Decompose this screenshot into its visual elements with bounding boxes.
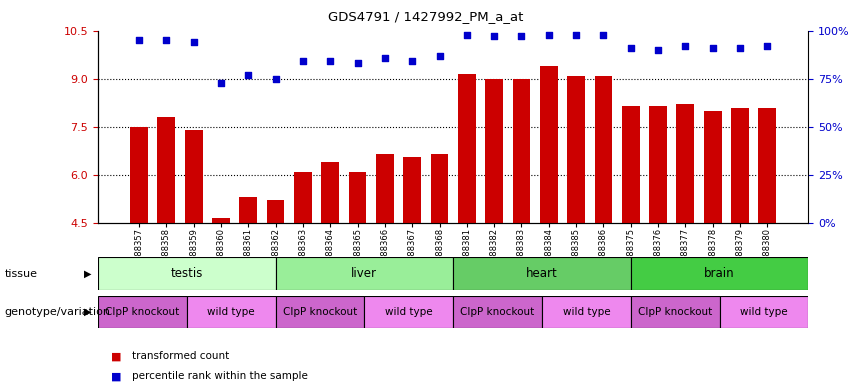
Text: ■: ■ bbox=[111, 351, 121, 361]
Point bbox=[214, 79, 228, 86]
Point bbox=[132, 37, 146, 43]
Bar bbox=[376, 154, 394, 223]
Bar bbox=[758, 108, 776, 223]
Point bbox=[187, 39, 201, 45]
Point bbox=[761, 43, 774, 49]
Point bbox=[432, 53, 446, 59]
Text: wild type: wild type bbox=[208, 307, 255, 317]
Text: ▶: ▶ bbox=[84, 268, 92, 279]
Bar bbox=[276, 296, 364, 328]
Bar bbox=[540, 66, 557, 223]
Text: wild type: wild type bbox=[563, 307, 610, 317]
Point bbox=[351, 60, 364, 66]
Point bbox=[269, 76, 283, 82]
Point bbox=[159, 37, 173, 43]
Point bbox=[378, 55, 391, 61]
Point bbox=[460, 31, 474, 38]
Bar bbox=[403, 157, 421, 223]
Text: ClpP knockout: ClpP knockout bbox=[106, 307, 180, 317]
Bar bbox=[186, 296, 276, 328]
Bar bbox=[512, 79, 530, 223]
Point bbox=[678, 43, 692, 49]
Bar bbox=[266, 200, 284, 223]
Bar bbox=[631, 257, 808, 290]
Point bbox=[405, 58, 419, 65]
Point bbox=[705, 45, 719, 51]
Text: transformed count: transformed count bbox=[132, 351, 229, 361]
Point bbox=[597, 31, 610, 38]
Point bbox=[296, 58, 310, 65]
Text: percentile rank within the sample: percentile rank within the sample bbox=[132, 371, 308, 381]
Bar bbox=[294, 172, 311, 223]
Bar bbox=[364, 296, 453, 328]
Text: ClpP knockout: ClpP knockout bbox=[283, 307, 357, 317]
Bar bbox=[453, 296, 542, 328]
Text: heart: heart bbox=[526, 267, 558, 280]
Point bbox=[242, 72, 255, 78]
Bar bbox=[349, 172, 367, 223]
Text: liver: liver bbox=[351, 267, 377, 280]
Bar bbox=[485, 79, 503, 223]
Bar bbox=[631, 296, 720, 328]
Bar bbox=[322, 162, 339, 223]
Text: GDS4791 / 1427992_PM_a_at: GDS4791 / 1427992_PM_a_at bbox=[328, 10, 523, 23]
Bar bbox=[595, 76, 612, 223]
Text: ClpP knockout: ClpP knockout bbox=[460, 307, 534, 317]
Text: ▶: ▶ bbox=[84, 307, 92, 317]
Point bbox=[323, 58, 337, 65]
Point bbox=[651, 47, 665, 53]
Text: genotype/variation: genotype/variation bbox=[4, 307, 111, 317]
Bar bbox=[453, 257, 631, 290]
Point bbox=[734, 45, 747, 51]
Text: ClpP knockout: ClpP knockout bbox=[638, 307, 712, 317]
Point bbox=[488, 33, 501, 40]
Bar bbox=[622, 106, 640, 223]
Bar bbox=[720, 296, 808, 328]
Bar bbox=[130, 127, 148, 223]
Text: brain: brain bbox=[705, 267, 735, 280]
Bar bbox=[276, 257, 453, 290]
Point bbox=[542, 31, 556, 38]
Bar bbox=[98, 257, 276, 290]
Point bbox=[515, 33, 528, 40]
Text: wild type: wild type bbox=[385, 307, 432, 317]
Bar bbox=[704, 111, 722, 223]
Bar bbox=[458, 74, 476, 223]
Text: ■: ■ bbox=[111, 371, 121, 381]
Bar bbox=[431, 154, 448, 223]
Bar bbox=[677, 104, 694, 223]
Bar bbox=[649, 106, 667, 223]
Bar bbox=[157, 117, 175, 223]
Point bbox=[624, 45, 637, 51]
Bar bbox=[212, 218, 230, 223]
Bar bbox=[542, 296, 631, 328]
Bar bbox=[731, 108, 749, 223]
Text: tissue: tissue bbox=[4, 268, 37, 279]
Bar bbox=[239, 197, 257, 223]
Bar bbox=[98, 296, 186, 328]
Point bbox=[569, 31, 583, 38]
Bar bbox=[185, 130, 203, 223]
Bar bbox=[568, 76, 585, 223]
Text: testis: testis bbox=[170, 267, 203, 280]
Text: wild type: wild type bbox=[740, 307, 788, 317]
